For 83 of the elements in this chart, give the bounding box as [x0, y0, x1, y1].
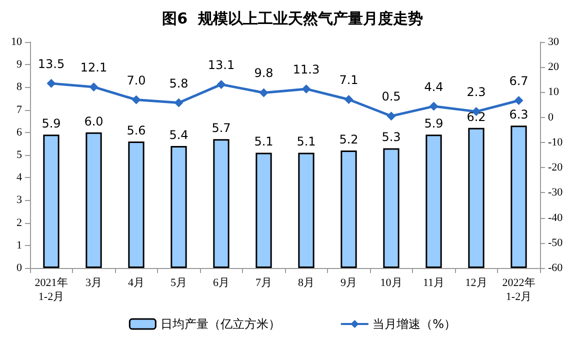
x-tick-label: 5月 [170, 277, 187, 289]
y-tick-label: 0 [16, 262, 22, 274]
x-tick-label: 9月 [340, 277, 357, 289]
data-label: 13.1 [208, 58, 235, 72]
data-label: 7.0 [126, 73, 146, 88]
point [259, 88, 268, 98]
data-label: 5.4 [169, 128, 188, 142]
y-tick-label: 6 [16, 126, 22, 138]
data-label: 6.0 [84, 114, 104, 128]
data-label: 7.1 [339, 73, 358, 88]
data-label: 2.3 [466, 85, 486, 100]
point [216, 80, 226, 89]
y2-tick-label: -10 [548, 136, 564, 148]
y2-tick-label: -20 [548, 162, 564, 174]
data-label: 5.1 [254, 134, 274, 149]
data-label: 6.3 [509, 108, 528, 122]
bar [383, 148, 400, 268]
data-label: 13.5 [38, 56, 65, 71]
data-label: 5.2 [339, 132, 358, 146]
legend-label: 当月增速（%） [372, 317, 456, 331]
y-tick-label: 4 [16, 172, 22, 184]
point [429, 102, 438, 111]
x-tick-label: 7月 [256, 277, 272, 289]
x-tick-label: 2022年 1-2月 [502, 277, 536, 303]
point [386, 112, 396, 121]
point [174, 98, 184, 108]
y-tick-label: 9 [16, 58, 22, 71]
point [132, 95, 141, 104]
data-label: 12.1 [80, 60, 108, 74]
y2-tick-label: 30 [548, 36, 560, 48]
x-tick-label: 2021年 1-2月 [34, 277, 68, 303]
bar [43, 134, 60, 268]
y-tick-label: 10 [11, 36, 22, 48]
x-tick-label: 8月 [298, 277, 314, 289]
point [89, 82, 98, 92]
point [344, 95, 354, 104]
y-tick-label: 2 [16, 216, 22, 229]
y2-tick-label: 0 [548, 111, 554, 124]
y2-tick-label: -50 [548, 236, 564, 249]
data-label: 9.8 [254, 66, 274, 80]
y-tick-label: 3 [16, 194, 22, 206]
bar [86, 132, 102, 268]
x-tick-label: 10月 [380, 277, 402, 289]
y2-tick-label: 10 [548, 86, 560, 98]
data-label: 6.2 [466, 110, 486, 124]
y2-tick-label: -60 [548, 262, 564, 274]
x-tick-label: 6月 [213, 277, 230, 289]
data-label: 5.3 [382, 130, 401, 144]
point [514, 96, 524, 106]
x-tick-label: 11月 [422, 277, 445, 289]
y-tick-label: 5 [16, 149, 22, 161]
point [46, 78, 56, 88]
chart-title: 图6 规模以上工业天然气产量月度走势 [162, 10, 423, 28]
x-tick-label: 12月 [465, 277, 488, 289]
data-label: 5.7 [212, 121, 231, 136]
data-label: 5.1 [296, 134, 316, 149]
y-tick-label: 8 [16, 81, 22, 94]
data-label: 5.8 [169, 76, 188, 90]
bar [128, 141, 144, 268]
data-label: 11.3 [292, 62, 320, 76]
data-label: 6.7 [509, 74, 528, 88]
y-tick-label: 7 [16, 104, 22, 116]
bar [426, 134, 442, 268]
x-tick-label: 4月 [128, 277, 144, 289]
bar [298, 152, 314, 268]
legend-label: 日均产量（亿立方米） [160, 317, 281, 331]
bar [468, 128, 484, 268]
data-label: 4.4 [424, 80, 444, 94]
bar [340, 150, 357, 268]
y-tick-label: 1 [16, 239, 22, 252]
point [302, 84, 311, 94]
y2-tick-label: 20 [548, 61, 560, 74]
data-label: 5.6 [126, 123, 146, 138]
bar [213, 139, 230, 268]
y2-tick-label: -40 [548, 212, 564, 224]
x-tick-label: 3月 [86, 277, 102, 289]
bar [510, 126, 527, 268]
data-label: 5.9 [424, 116, 444, 131]
y2-tick-label: -30 [548, 186, 564, 199]
data-label: 0.5 [382, 90, 401, 104]
data-label: 5.9 [42, 116, 61, 131]
bar [170, 146, 187, 268]
bar [256, 152, 272, 268]
